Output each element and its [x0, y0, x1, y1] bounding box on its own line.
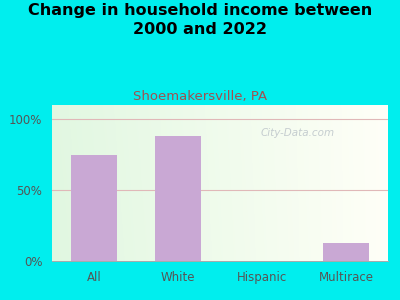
Text: Shoemakersville, PA: Shoemakersville, PA [133, 90, 267, 103]
Text: City-Data.com: City-Data.com [260, 128, 334, 138]
Bar [323, 243, 369, 261]
Bar [71, 154, 117, 261]
Bar [155, 136, 201, 261]
Text: Change in household income between
2000 and 2022: Change in household income between 2000 … [28, 3, 372, 37]
